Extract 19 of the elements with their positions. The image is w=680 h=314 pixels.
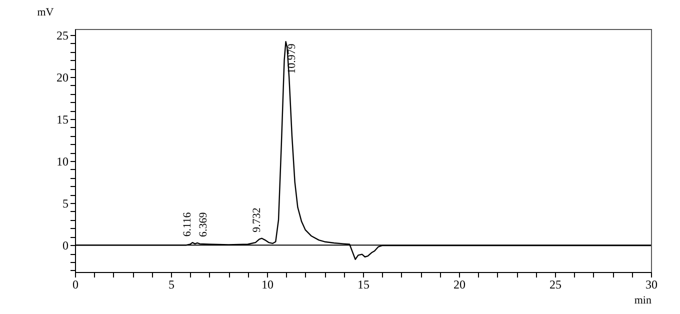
x-tick-label: 25 [550, 278, 562, 292]
annotation: 10.979 [286, 43, 298, 74]
annotation: 6.369 [197, 212, 210, 237]
x-tick-label: 5 [168, 278, 174, 292]
y-tick-label: 10 [56, 154, 68, 169]
x-tick-label: 0 [72, 278, 78, 292]
y-axis-title: mV [37, 6, 54, 18]
annotation: 9.732 [250, 208, 263, 232]
annotation: 6.116 [181, 212, 194, 237]
y-tick-label: 20 [56, 70, 68, 84]
x-tick-label: 20 [454, 278, 466, 292]
y-tick-label: 15 [56, 112, 68, 126]
y-tick-label: 25 [56, 28, 68, 42]
x-tick-label: 15 [358, 278, 370, 292]
x-axis-title: min [634, 294, 652, 306]
y-tick-label: 0 [62, 238, 68, 253]
x-tick-label: 10 [262, 278, 274, 292]
x-tick-label: 30 [646, 278, 658, 292]
y-tick-label: 5 [62, 196, 68, 211]
